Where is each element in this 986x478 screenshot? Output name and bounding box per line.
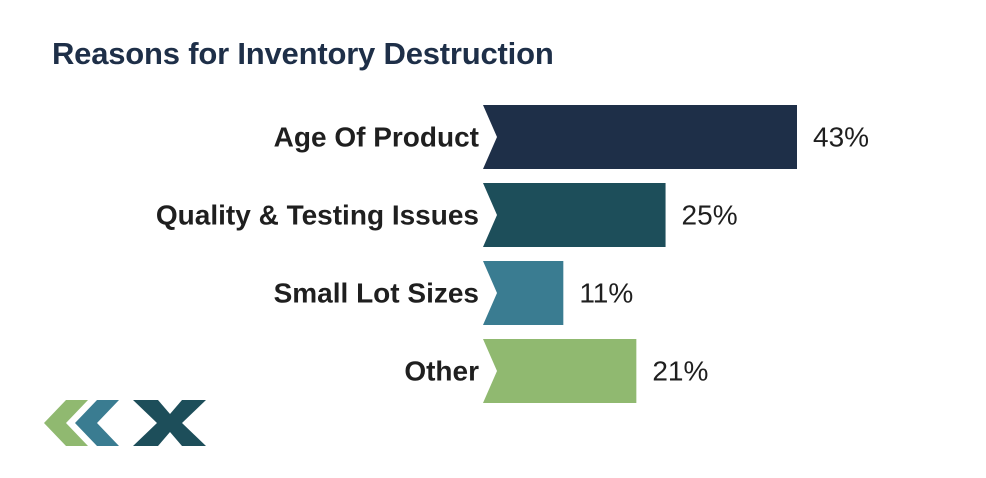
logo-x xyxy=(133,400,206,446)
bar xyxy=(483,339,637,403)
chart-title: Reasons for Inventory Destruction xyxy=(52,36,554,71)
category-label: Small Lot Sizes xyxy=(274,278,479,309)
value-label: 11% xyxy=(579,278,633,309)
logo-chevron-left xyxy=(44,400,88,446)
value-label: 25% xyxy=(682,200,738,231)
logo-chevron-mid xyxy=(75,400,119,446)
value-label: 21% xyxy=(652,356,708,387)
category-label: Age Of Product xyxy=(274,122,479,153)
bar xyxy=(483,183,666,247)
category-label: Other xyxy=(404,356,479,387)
bar xyxy=(483,261,564,325)
category-label: Quality & Testing Issues xyxy=(156,200,479,231)
value-label: 43% xyxy=(813,122,869,153)
ckx-chevron-logo-icon xyxy=(44,400,206,446)
bar xyxy=(483,105,797,169)
